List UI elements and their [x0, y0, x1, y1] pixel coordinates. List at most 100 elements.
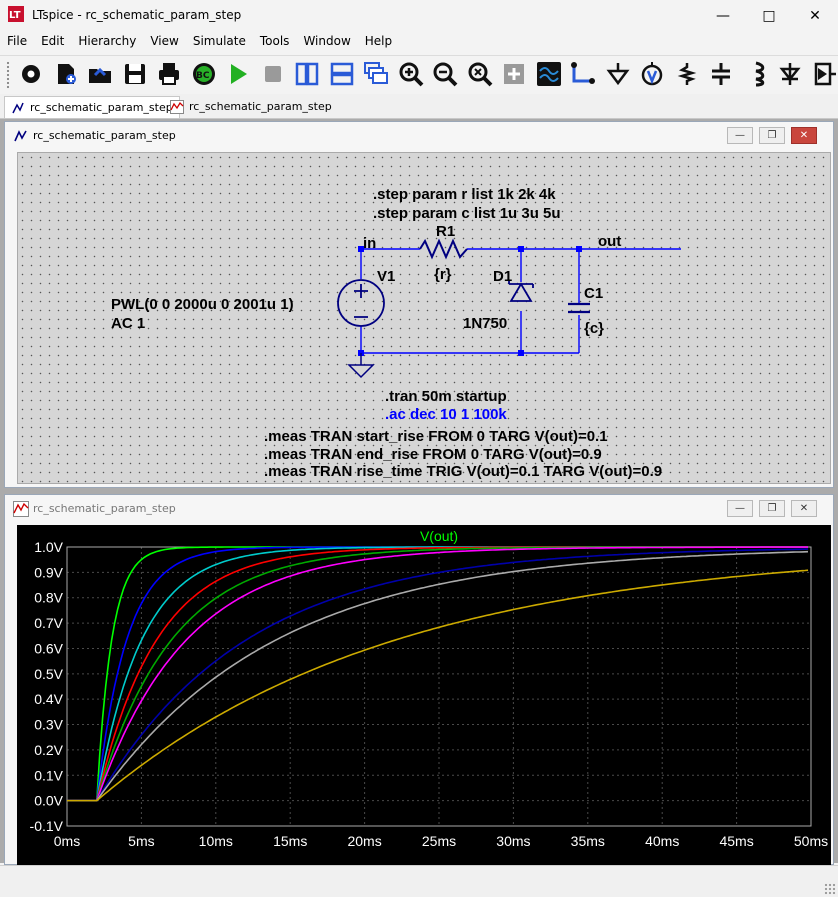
- schematic-close-button[interactable]: ✕: [791, 127, 817, 144]
- d1-name[interactable]: D1: [493, 268, 512, 285]
- wire-icon[interactable]: [570, 61, 596, 87]
- waveform-window-title-bar[interactable]: rc_schematic_param_step: [5, 495, 833, 522]
- waveform-plot-pane[interactable]: 0ms 5ms 10ms 15ms 20ms 25ms 30ms 35ms 40ms 45ms 50…: [17, 525, 831, 865]
- schematic-window[interactable]: rc_schematic_param_step — ❐ ✕: [4, 121, 834, 488]
- c1-value[interactable]: {c}: [584, 320, 604, 337]
- resize-grip[interactable]: [824, 883, 836, 895]
- waveform-icon: [170, 99, 184, 114]
- ltspice-logo-icon: LT: [8, 6, 24, 22]
- resistor-icon[interactable]: [674, 61, 700, 87]
- resistor-r1[interactable]: [419, 238, 468, 260]
- maximize-button[interactable]: □: [762, 7, 776, 24]
- halt-icon[interactable]: [260, 61, 286, 87]
- new-schematic-icon[interactable]: [53, 61, 79, 87]
- x-tick-label: 35ms: [571, 833, 605, 849]
- run-icon[interactable]: [225, 61, 251, 87]
- ground-symbol[interactable]: [347, 353, 375, 379]
- save-icon[interactable]: [122, 61, 148, 87]
- step-r-directive[interactable]: .step param r list 1k 2k 4k: [373, 186, 556, 203]
- bom-icon[interactable]: BC: [191, 61, 217, 87]
- meas-start-rise[interactable]: .meas TRAN start_rise FROM 0 TARG V(out)…: [264, 428, 608, 445]
- diode-icon[interactable]: [777, 61, 803, 87]
- inductor-icon[interactable]: [743, 61, 769, 87]
- tab-waveform[interactable]: rc_schematic_param_step: [164, 96, 338, 117]
- diode-d1[interactable]: [508, 280, 534, 302]
- net-label-in[interactable]: in: [363, 235, 376, 252]
- open-icon[interactable]: [87, 61, 113, 87]
- x-tick-label: 10ms: [199, 833, 233, 849]
- d1-value[interactable]: 1N750: [463, 315, 507, 332]
- y-tick-label: -0.1V: [30, 818, 64, 834]
- menu-help[interactable]: Help: [364, 34, 393, 48]
- v1-name[interactable]: V1: [377, 268, 395, 285]
- trace-title: V(out): [420, 528, 458, 544]
- tran-directive[interactable]: .tran 50m startup: [385, 388, 507, 405]
- zoom-out-icon[interactable]: [432, 61, 458, 87]
- tab-schematic[interactable]: rc_schematic_param_step: [4, 96, 180, 118]
- meas-end-rise[interactable]: .meas TRAN end_rise FROM 0 TARG V(out)=0…: [264, 446, 602, 463]
- zoom-in-icon[interactable]: [398, 61, 424, 87]
- r1-value[interactable]: {r}: [434, 266, 452, 283]
- label-net-icon[interactable]: [639, 61, 665, 87]
- x-tick-label: 5ms: [128, 833, 154, 849]
- waveform-close-button[interactable]: ✕: [791, 500, 817, 517]
- schematic-drawing: .step param r list 1k 2k 4k .step param …: [111, 186, 681, 480]
- minimize-button[interactable]: —: [716, 7, 730, 24]
- y-tick-label: 0.5V: [34, 666, 63, 682]
- waveform-minimize-button[interactable]: —: [727, 500, 753, 517]
- schematic-canvas[interactable]: .step param r list 1k 2k 4k .step param …: [17, 152, 831, 484]
- x-tick-label: 45ms: [719, 833, 753, 849]
- schematic-restore-button[interactable]: ❐: [759, 127, 785, 144]
- schematic-minimize-button[interactable]: —: [727, 127, 753, 144]
- print-icon[interactable]: [156, 61, 182, 87]
- settings-icon[interactable]: [18, 61, 44, 87]
- voltage-source-v1[interactable]: [337, 279, 385, 327]
- tile-vertical-icon[interactable]: [294, 61, 320, 87]
- menu-hierarchy[interactable]: Hierarchy: [78, 34, 137, 48]
- close-button[interactable]: ✕: [809, 7, 821, 24]
- menu-tools[interactable]: Tools: [259, 34, 290, 48]
- x-tick-label: 25ms: [422, 833, 456, 849]
- menu-file[interactable]: File: [7, 34, 28, 48]
- trace-vout-step-7: [67, 548, 809, 802]
- step-c-directive[interactable]: .step param c list 1u 3u 5u: [373, 205, 561, 222]
- menu-bar: File Edit Hierarchy View Simulate Tools Window…: [0, 31, 838, 51]
- waveform-icon[interactable]: [536, 61, 562, 87]
- ac-directive[interactable]: .ac dec 10 1 100k: [385, 406, 507, 423]
- status-bar: [0, 865, 838, 897]
- tile-horizontal-icon[interactable]: [329, 61, 355, 87]
- ground-icon[interactable]: [605, 61, 631, 87]
- v1-value-ac[interactable]: AC 1: [111, 315, 145, 332]
- capacitor-icon[interactable]: [708, 61, 734, 87]
- menu-view[interactable]: View: [150, 34, 179, 48]
- svg-text:BC: BC: [196, 71, 210, 81]
- net-label-out[interactable]: out: [598, 233, 621, 250]
- waveform-window[interactable]: rc_schematic_param_step — ❐ ✕ 0ms 5ms 10ms…: [4, 494, 834, 865]
- x-tick-label: 50ms: [794, 833, 828, 849]
- wires: [360, 248, 681, 354]
- y-tick-label: 0.3V: [34, 717, 63, 733]
- zoom-full-icon[interactable]: [501, 61, 527, 87]
- y-tick-label: 0.2V: [34, 742, 63, 758]
- component-icon[interactable]: [812, 61, 838, 87]
- waveform-restore-button[interactable]: ❐: [759, 500, 785, 517]
- trace-vout-step-9: [67, 569, 809, 802]
- toolbar-grip[interactable]: [6, 61, 10, 89]
- zoom-fit-icon[interactable]: [467, 61, 493, 87]
- meas-rise-time[interactable]: .meas TRAN rise_time TRIG V(out)=0.1 TAR…: [264, 463, 662, 480]
- r1-name[interactable]: R1: [436, 223, 455, 240]
- schematic-window-title-bar[interactable]: rc_schematic_param_step: [5, 122, 833, 149]
- y-tick-label: 0.8V: [34, 590, 63, 606]
- menu-edit[interactable]: Edit: [41, 34, 65, 48]
- waveform-icon: [13, 500, 29, 517]
- cascade-icon[interactable]: [363, 61, 389, 87]
- menu-simulate[interactable]: Simulate: [192, 34, 246, 48]
- c1-name[interactable]: C1: [584, 285, 603, 302]
- x-tick-label: 0ms: [54, 833, 80, 849]
- v1-value-pwl[interactable]: PWL(0 0 2000u 0 2001u 1): [111, 296, 294, 313]
- y-tick-label: 0.1V: [34, 767, 63, 783]
- capacitor-c1[interactable]: [568, 302, 590, 314]
- y-tick-label: 0.7V: [34, 615, 63, 631]
- waveform-plot[interactable]: 0ms 5ms 10ms 15ms 20ms 25ms 30ms 35ms 40ms 45ms 50…: [17, 525, 831, 865]
- menu-window[interactable]: Window: [303, 34, 351, 48]
